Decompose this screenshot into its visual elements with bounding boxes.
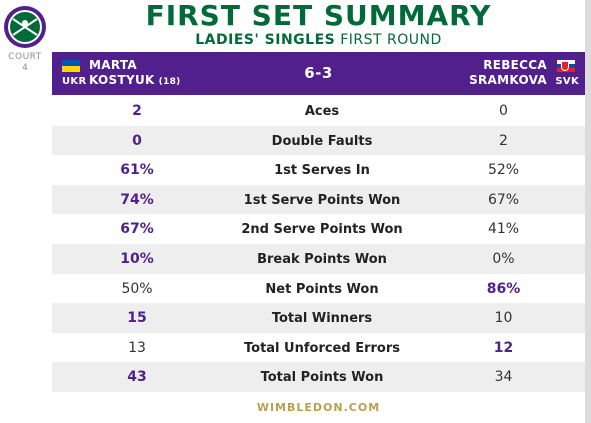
wimbledon-logo — [4, 6, 46, 48]
player1-surname: KOSTYUK — [89, 73, 155, 87]
player2-country: SVK — [555, 76, 579, 87]
stat-label: Total Points Won — [260, 370, 384, 386]
player2-stat: 52% — [487, 162, 520, 179]
player2-stat: 67% — [487, 191, 520, 208]
stat-label: 1st Serves In — [274, 163, 370, 179]
player2-first-name: REBECCA — [483, 58, 547, 72]
stat-label: Aces — [304, 104, 340, 119]
player1-stat: 10% — [120, 250, 154, 267]
stat-row: 43 Total Points Won 34 — [52, 362, 585, 392]
player2-stat: 12 — [493, 339, 514, 356]
stats-table: 2 Aces 0 0 Double Faults 2 61% 1st Serve… — [52, 96, 585, 392]
stat-row: 50% Net Points Won 86% — [52, 274, 585, 304]
footer-website: WIMBLEDON.COM — [256, 401, 381, 414]
stat-row: 67% 2nd Serve Points Won 41% — [52, 214, 585, 244]
player1-stat: 0 — [132, 132, 142, 149]
sidebar: COURT 4 — [0, 0, 50, 423]
player1-stat: 2 — [132, 103, 142, 119]
player2-stat: 34 — [494, 369, 513, 386]
match-header: UKR MARTA KOSTYUK (18) 6-3 REBECCA SRAMKO… — [52, 52, 585, 95]
stat-label: Net Points Won — [265, 281, 379, 297]
event-name: LADIES' SINGLES — [195, 32, 336, 48]
stat-label: Total Unforced Errors — [244, 340, 400, 356]
player1-country: UKR — [62, 76, 87, 87]
player1-stat: 50% — [121, 280, 153, 297]
player1-last-name: KOSTYUK (18) — [89, 73, 181, 90]
stat-label: 2nd Serve Points Won — [241, 222, 403, 238]
stat-row: 15 Total Winners 10 — [52, 303, 585, 333]
player1-stat: 61% — [120, 162, 154, 179]
stat-label: Double Faults — [271, 133, 373, 149]
player2-stat: 2 — [499, 132, 508, 149]
player2-stat: 86% — [486, 280, 521, 297]
stat-row: 13 Total Unforced Errors 12 — [52, 333, 585, 363]
stat-label: Total Winners — [271, 311, 373, 327]
set-score: 6-3 — [304, 64, 333, 82]
stat-label: 1st Serve Points Won — [243, 192, 401, 208]
player2-stat: 41% — [487, 221, 520, 238]
stat-row: 2 Aces 0 — [52, 96, 585, 126]
player1-stat: 74% — [120, 191, 154, 208]
player1-stat: 15 — [127, 310, 147, 327]
player1-stat: 67% — [120, 221, 154, 238]
stat-row: 61% 1st Serves In 52% — [52, 155, 585, 185]
player1-seed: (18) — [158, 77, 181, 87]
court-label: COURT — [8, 52, 42, 62]
stat-row: 74% 1st Serve Points Won 67% — [52, 184, 585, 215]
court-number: 4 — [22, 63, 28, 73]
player1-stat: 43 — [127, 369, 147, 386]
ukraine-flag-icon — [62, 60, 80, 72]
event-subtitle: LADIES' SINGLES FIRST ROUND — [52, 31, 585, 49]
player1-first-name: MARTA — [89, 58, 137, 72]
stat-row: 0 Double Faults 2 — [52, 125, 585, 156]
summary-panel: FIRST SET SUMMARY LADIES' SINGLES FIRST … — [52, 0, 585, 423]
page-title: FIRST SET SUMMARY — [145, 0, 492, 32]
player1-stat: 13 — [128, 339, 146, 356]
player2-last-name: SRAMKOVA — [469, 73, 547, 87]
player2-stat: 10 — [494, 310, 513, 327]
round-name: FIRST ROUND — [340, 32, 442, 48]
player2-stat: 0 — [499, 103, 508, 119]
stat-row: 10% Break Points Won 0% — [52, 243, 585, 274]
slovakia-flag-icon — [557, 60, 575, 72]
player2-stat: 0% — [492, 250, 515, 267]
edge-divider — [585, 0, 591, 423]
stat-label: Break Points Won — [257, 251, 387, 267]
